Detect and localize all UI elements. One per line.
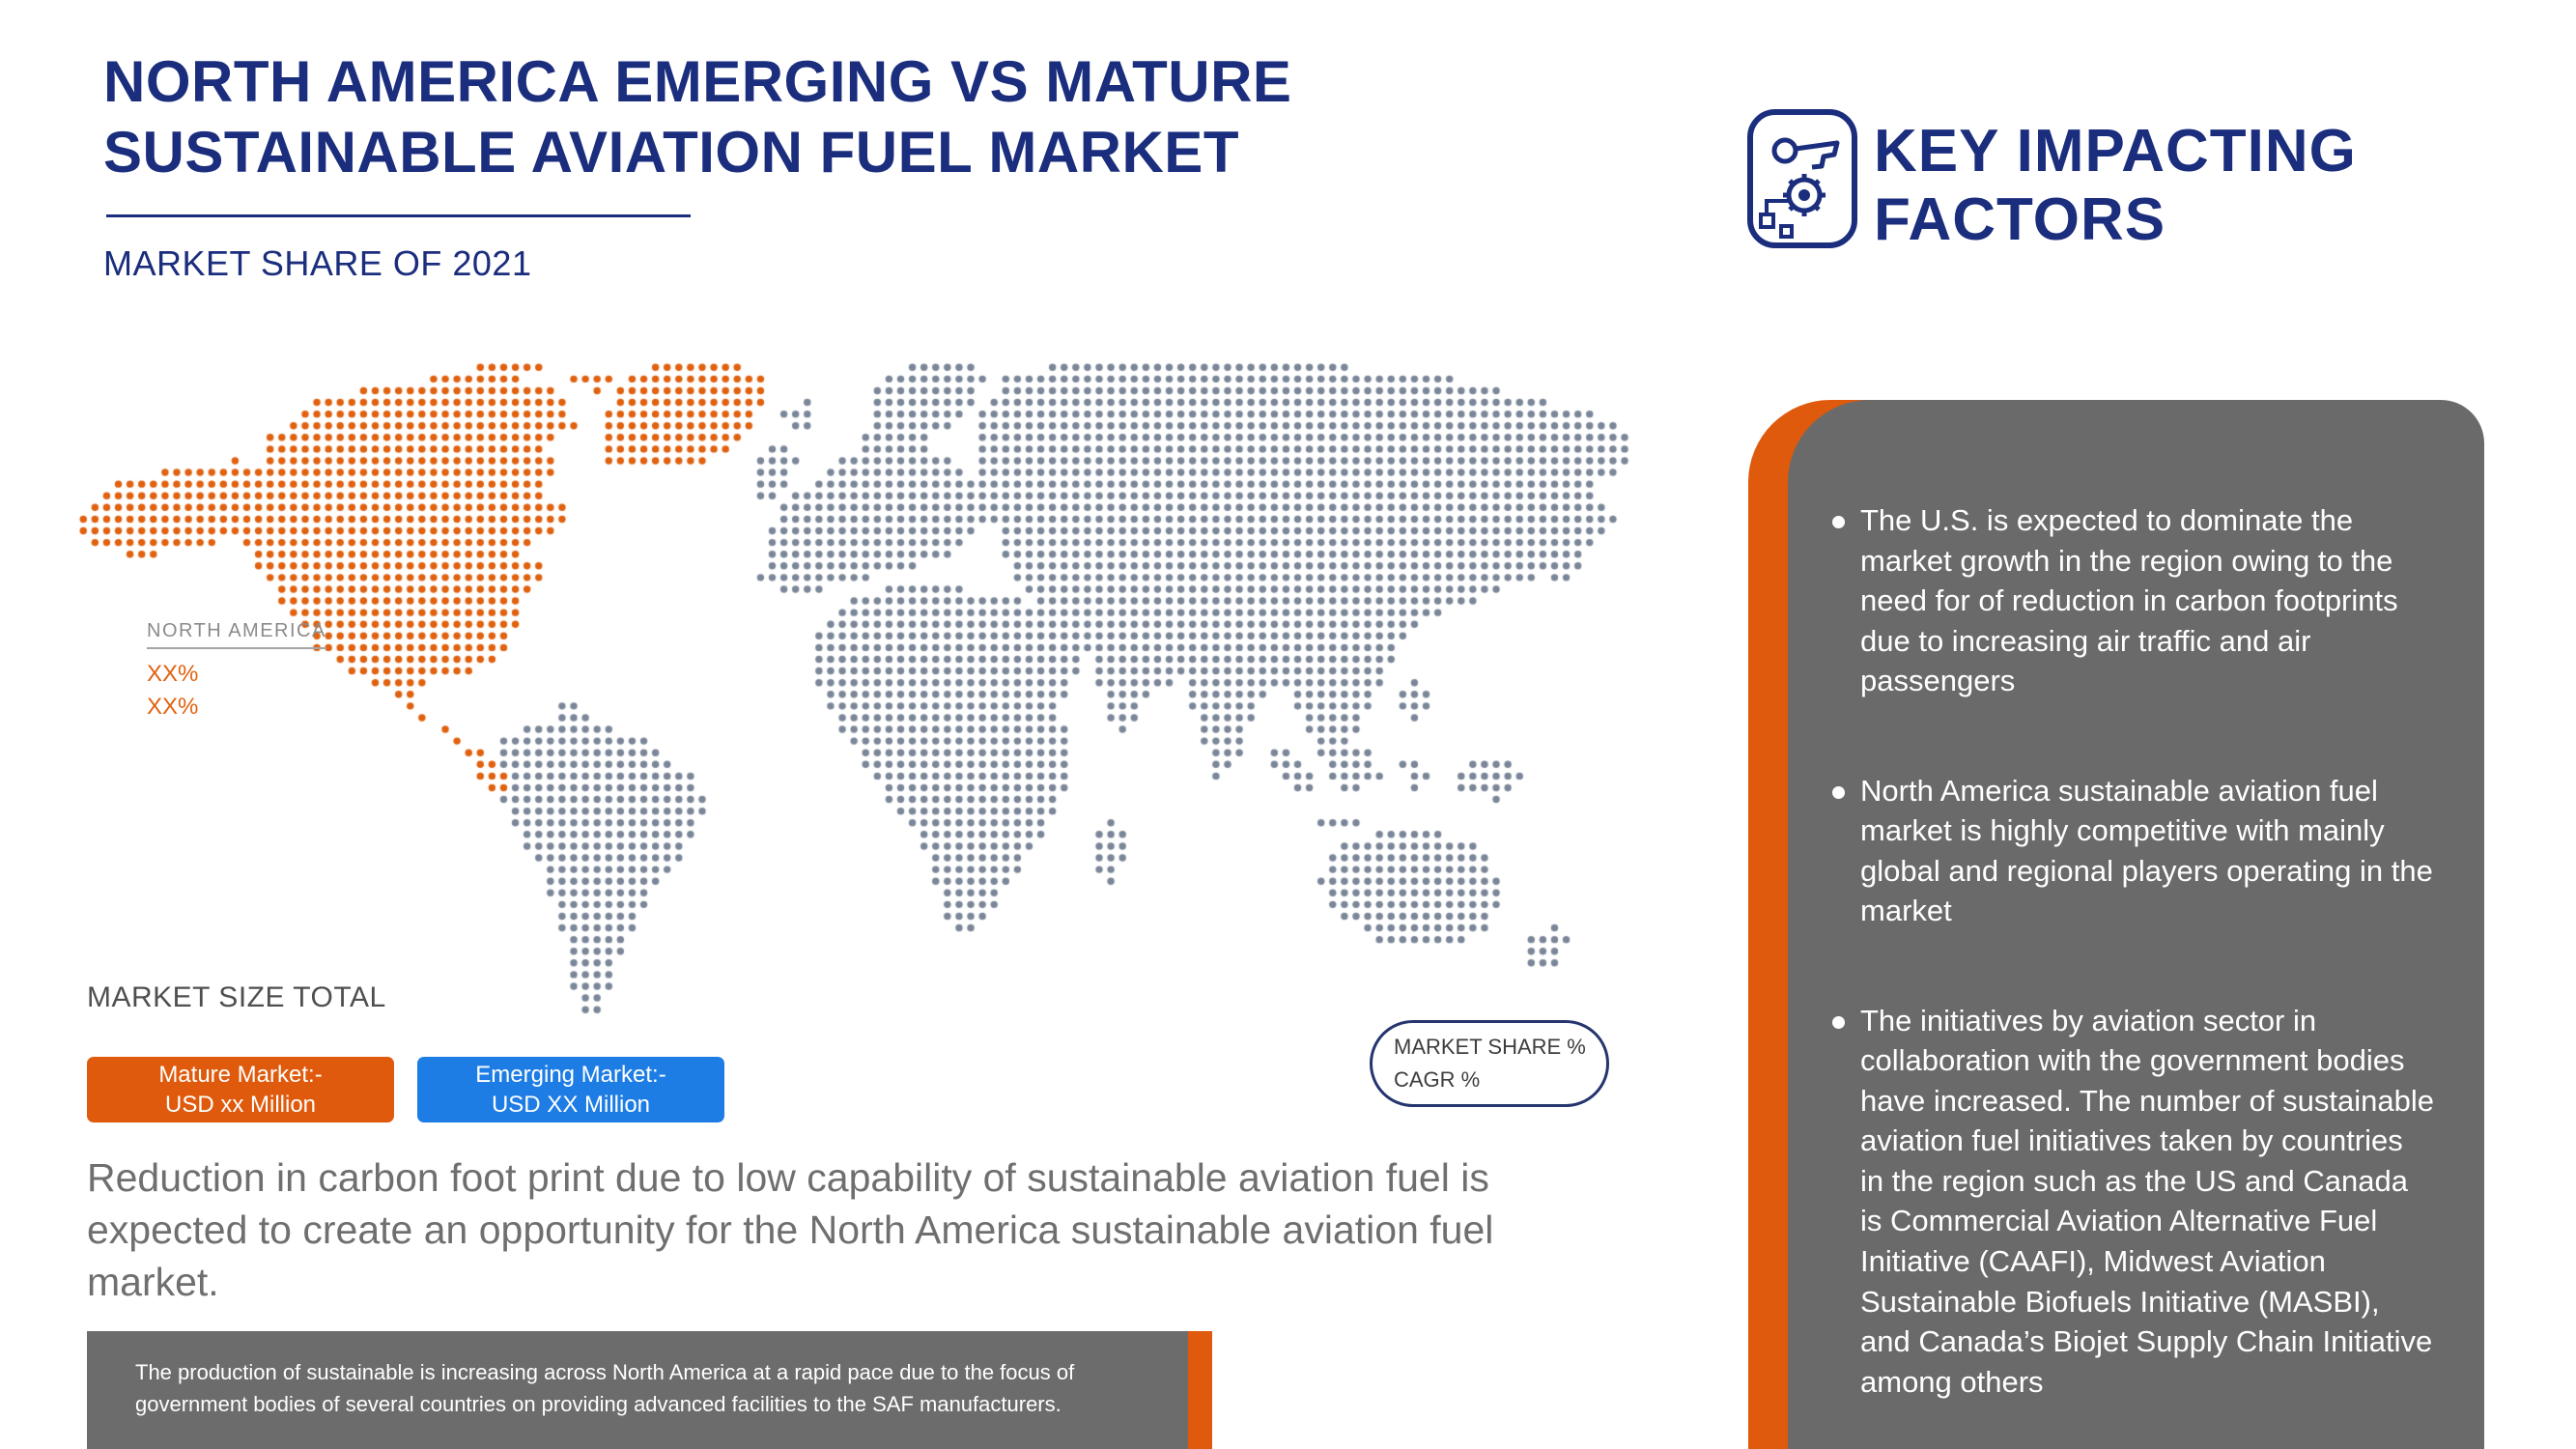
key-gear-icon bbox=[1744, 106, 1860, 256]
kif-heading-line1: KEY IMPACTING bbox=[1874, 118, 2357, 185]
page-title-line2: SUSTAINABLE AVIATION FUEL MARKET bbox=[103, 120, 1239, 185]
emerging-market-button[interactable]: Emerging Market:- USD XX Million bbox=[417, 1057, 724, 1122]
emerging-market-label: Emerging Market:- bbox=[475, 1061, 666, 1088]
bullet-dot-icon bbox=[1832, 785, 1845, 799]
page-title: NORTH AMERICA EMERGING VS MATURE SUSTAIN… bbox=[103, 46, 1291, 187]
bullet-dot-icon bbox=[1832, 1015, 1845, 1029]
factor-text: North America sustainable aviation fuel … bbox=[1860, 773, 2433, 928]
cagr-percent-label: CAGR % bbox=[1394, 1067, 1481, 1092]
market-size-total-label: MARKET SIZE TOTAL bbox=[87, 981, 386, 1013]
bullet-dot-icon bbox=[1832, 516, 1845, 528]
mature-market-label: Mature Market:- bbox=[158, 1061, 323, 1088]
subtitle: MARKET SHARE OF 2021 bbox=[103, 243, 532, 283]
key-factors-list: The U.S. is expected to dominate the mar… bbox=[1832, 500, 2434, 1402]
mature-market-button[interactable]: Mature Market:- USD xx Million bbox=[87, 1057, 394, 1122]
factor-text: The initiatives by aviation sector in co… bbox=[1860, 1003, 2434, 1399]
kif-heading-line2: FACTORS bbox=[1874, 185, 2166, 253]
production-note: The production of sustainable is increas… bbox=[87, 1331, 1188, 1449]
key-factors-panel: The U.S. is expected to dominate the mar… bbox=[1788, 400, 2484, 1449]
map-share-value-1: XX% bbox=[147, 661, 199, 687]
factor-item: The U.S. is expected to dominate the mar… bbox=[1832, 500, 2434, 701]
opportunity-text: Reduction in carbon foot print due to lo… bbox=[87, 1155, 1494, 1305]
factor-item: The initiatives by aviation sector in co… bbox=[1832, 1001, 2434, 1402]
market-share-percent-label: MARKET SHARE % bbox=[1394, 1035, 1586, 1059]
page-title-line1: NORTH AMERICA EMERGING VS MATURE bbox=[103, 49, 1292, 114]
emerging-market-value: USD XX Million bbox=[491, 1092, 651, 1118]
map-share-value-2: XX% bbox=[147, 694, 199, 720]
world-map bbox=[67, 351, 1634, 1043]
title-underline bbox=[106, 214, 691, 217]
key-impacting-factors-heading: KEY IMPACTING FACTORS bbox=[1874, 118, 2357, 254]
market-share-pill: MARKET SHARE % CAGR % bbox=[1370, 1020, 1609, 1107]
factor-text: The U.S. is expected to dominate the mar… bbox=[1860, 503, 2398, 698]
factor-item: North America sustainable aviation fuel … bbox=[1832, 771, 2434, 931]
map-region-label: NORTH AMERICA bbox=[147, 620, 326, 649]
mature-market-value: USD xx Million bbox=[164, 1092, 317, 1118]
